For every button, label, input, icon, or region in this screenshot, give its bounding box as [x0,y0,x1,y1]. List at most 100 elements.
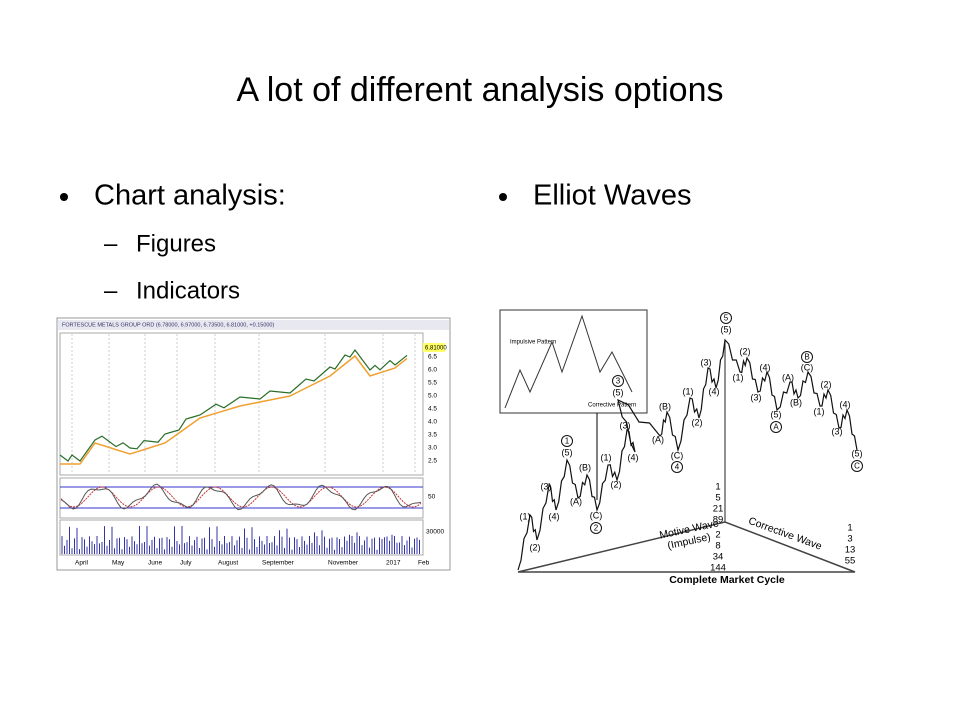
circled-label: 5 [724,314,729,323]
circled-label: 2 [594,524,599,533]
price-label: 5.5 [428,380,437,387]
fib-number: 8 [715,541,720,552]
month-label: November [328,560,359,567]
circled-label: C [854,462,860,471]
wave-label: (5) [562,447,573,457]
sub-bullet: Figures [136,230,216,257]
last-price: 6.81000 [425,346,447,352]
wave-label: (C) [801,362,814,372]
dash: – [104,277,118,304]
circle-marker [671,461,683,473]
fib-number: 21 [713,504,724,515]
fib-number: 13 [845,545,856,556]
month-label: April [75,560,89,567]
header-bar [58,320,449,330]
wave-label: (2) [692,417,703,427]
dash: – [104,230,118,257]
price-label: 4.5 [428,406,437,413]
wave-label: (4) [709,386,720,396]
wave-label: (C) [590,510,603,520]
oscillator [60,486,422,508]
wave-label: (2) [821,379,832,389]
price-tag [423,343,445,352]
price-label: 3.5 [428,432,437,439]
oscillator-panel [59,477,424,519]
price-label: 2.5 [428,458,437,465]
fib-number: 89 [713,515,724,526]
bullet-dot [60,193,68,201]
inset-box [499,309,648,414]
wave-label: (5) [613,387,624,397]
wave-label: (4) [549,511,560,521]
price-label: 6.5 [428,354,437,361]
wave-label: (B) [579,462,591,472]
wave-label: (2) [530,542,541,552]
wave-label: (A) [782,372,794,382]
month-label: June [148,560,162,567]
circle-marker [770,421,782,433]
wave-label: (A) [570,496,582,506]
wave-label: (2) [740,346,751,356]
circle-marker [851,460,863,472]
wave-label: (1) [814,406,825,416]
circled-label: 4 [675,463,680,472]
circled-label: 1 [565,437,570,446]
slide-title: A lot of different analysis options [236,71,723,109]
wave-label: (5) [852,448,863,458]
month-label: Feb [418,560,430,567]
month-label: July [180,560,192,567]
corrective-wave: Corrective Wave [747,515,824,553]
wave-label: (1) [601,452,612,462]
wave-label: (2) [611,479,622,489]
cycle-triangle [517,521,856,573]
wave-label: (3) [701,357,712,367]
inset-wave [504,314,633,409]
wave-label: (B) [790,397,802,407]
month-label: 2017 [386,560,401,567]
fib-number: 34 [713,552,724,563]
wave-line [517,338,858,571]
month-label: May [112,560,125,567]
inset-title: Corrective Pattern [588,403,636,409]
price-label: 5.0 [428,393,437,400]
price-line [59,348,408,462]
bullet-dot [499,193,507,201]
cycle-label: Complete Market Cycle [669,574,785,586]
price-label: 6.0 [428,367,437,374]
wave-label: (3) [751,392,762,402]
circle-marker [720,312,732,324]
circled-label: A [773,423,779,432]
wave-label: (4) [840,399,851,409]
circle-marker [801,351,813,363]
fib-number: 3 [847,534,852,545]
wave-label: (4) [628,452,639,462]
fib-number: 144 [710,563,726,574]
wave-label: (C) [671,450,684,460]
price-label: 4.0 [428,419,437,426]
bullet: Chart analysis: [94,180,286,212]
wave-label: (1) [520,511,531,521]
circled-label: B [804,353,809,362]
month-label: September [262,560,295,567]
chart-header: FORTESCUE METALS GROUP ORD (6.78000, 6.9… [62,322,274,328]
month-label: August [218,560,238,567]
price-label: 3.0 [428,445,437,452]
elliott-diagram: Impulsive Pattern Corrective Pattern Mot… [499,309,863,586]
wave-label: (B) [659,401,671,411]
bullet: Elliot Waves [533,180,691,212]
fib-number: 1 [715,482,720,493]
sub-bullet: Indicators [136,277,240,304]
circled-label: 3 [616,377,621,386]
circle-marker [561,435,573,447]
volume-panel [59,519,424,556]
wave-label: (3) [541,481,552,491]
fib-number: 1 [847,523,852,534]
wave-label: (1) [683,386,694,396]
wave-label: (1) [733,372,744,382]
fib-number: 2 [715,530,720,541]
wave-label: (3) [832,426,843,436]
circle-marker [612,375,624,387]
inset-title: Impulsive Pattern [510,340,556,346]
